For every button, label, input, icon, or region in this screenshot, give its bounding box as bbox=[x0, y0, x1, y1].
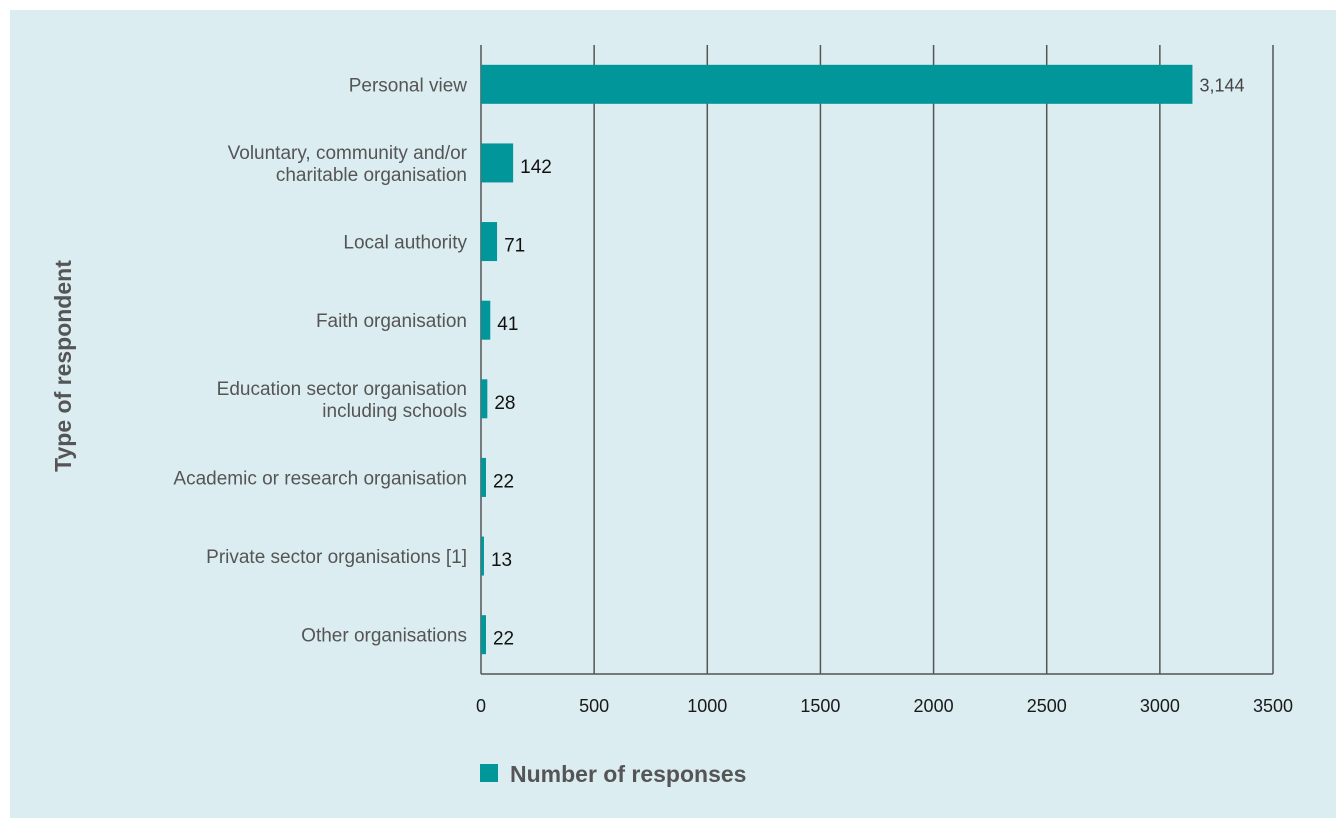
y-axis-title: Type of respondent bbox=[50, 260, 76, 472]
category-label: Personal view bbox=[349, 75, 468, 96]
data-label: 71 bbox=[504, 236, 525, 257]
x-tick-label: 2000 bbox=[914, 696, 954, 716]
x-tick-label: 1000 bbox=[687, 696, 727, 716]
data-label: 142 bbox=[520, 157, 552, 178]
x-tick-label: 1500 bbox=[800, 696, 840, 716]
category-label: Local authority bbox=[343, 233, 467, 254]
x-tick-label: 0 bbox=[476, 696, 486, 716]
x-tick-label: 3500 bbox=[1253, 696, 1293, 716]
category-label: Academic or research organisation bbox=[173, 468, 467, 489]
category-label: Faith organisation bbox=[316, 311, 467, 332]
chart-panel bbox=[10, 10, 1336, 818]
category-label: charitable organisation bbox=[276, 165, 467, 186]
legend-label: Number of responses bbox=[510, 761, 746, 787]
legend-swatch bbox=[480, 764, 498, 782]
bar bbox=[481, 222, 498, 262]
category-label: including schools bbox=[322, 401, 467, 422]
data-label: 22 bbox=[493, 629, 514, 650]
x-tick-label: 500 bbox=[579, 696, 609, 716]
category-label: Other organisations bbox=[301, 626, 467, 647]
bar bbox=[481, 300, 491, 340]
bar bbox=[481, 457, 486, 497]
data-label: 41 bbox=[497, 314, 518, 335]
bar bbox=[481, 536, 484, 576]
data-label: 28 bbox=[494, 393, 515, 414]
category-label: Private sector organisations [1] bbox=[206, 547, 467, 568]
data-label: 22 bbox=[493, 471, 514, 492]
bar bbox=[481, 143, 514, 183]
x-tick-label: 3000 bbox=[1140, 696, 1180, 716]
bar bbox=[481, 615, 486, 655]
data-label: 13 bbox=[491, 550, 512, 571]
bar bbox=[481, 379, 488, 419]
bar bbox=[481, 64, 1193, 104]
data-label: 3,144 bbox=[1199, 75, 1244, 95]
category-label: Education sector organisation bbox=[217, 379, 467, 400]
x-tick-label: 2500 bbox=[1027, 696, 1067, 716]
category-label: Voluntary, community and/or bbox=[228, 143, 468, 164]
